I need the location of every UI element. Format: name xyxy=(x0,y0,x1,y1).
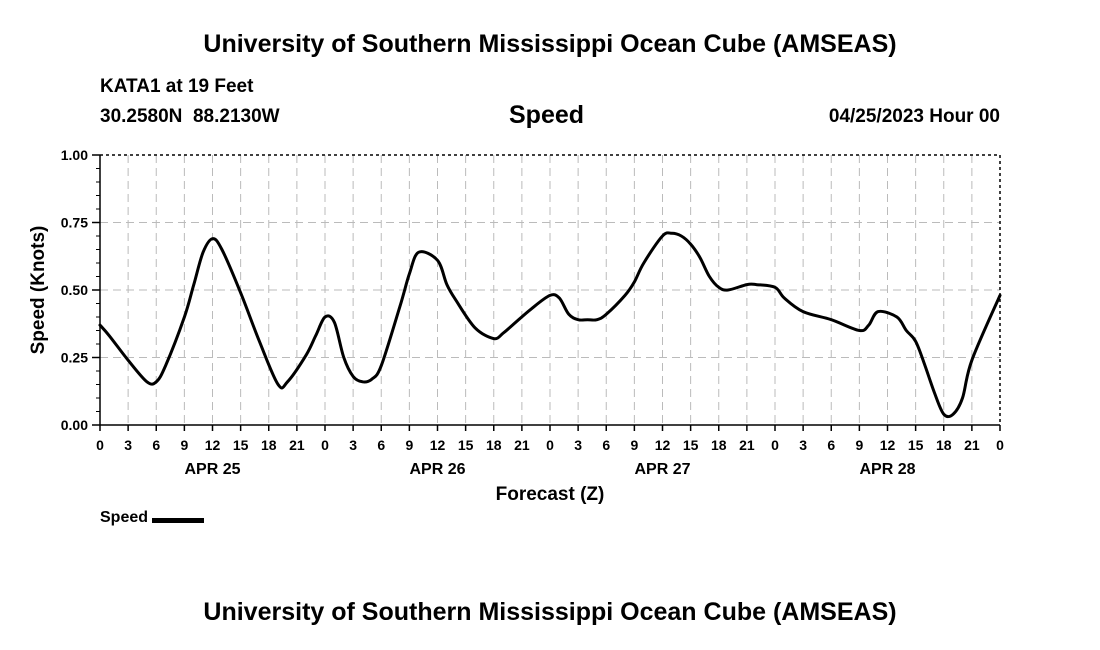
x-tick-label: 21 xyxy=(739,437,755,453)
x-tick-label: 0 xyxy=(996,437,1004,453)
x-tick-label: 21 xyxy=(514,437,530,453)
x-tick-label: 6 xyxy=(152,437,160,453)
x-tick-label: 3 xyxy=(799,437,807,453)
day-label: APR 28 xyxy=(859,461,915,478)
x-tick-label: 0 xyxy=(96,437,104,453)
x-tick-label: 15 xyxy=(908,437,924,453)
x-tick-label: 18 xyxy=(711,437,727,453)
x-tick-label: 12 xyxy=(205,437,221,453)
x-tick-label: 3 xyxy=(349,437,357,453)
day-label: APR 26 xyxy=(409,461,465,478)
x-tick-label: 0 xyxy=(771,437,779,453)
x-tick-label: 3 xyxy=(574,437,582,453)
top-title: University of Southern Mississippi Ocean… xyxy=(203,30,897,58)
legend-label: Speed xyxy=(100,509,149,526)
x-tick-label: 12 xyxy=(880,437,896,453)
x-tick-label: 21 xyxy=(289,437,305,453)
x-tick-label: 18 xyxy=(936,437,952,453)
x-tick-label: 18 xyxy=(486,437,502,453)
y-tick-label: 0.75 xyxy=(61,215,88,231)
y-tick-label: 0.00 xyxy=(61,417,88,433)
legend-line-swatch xyxy=(152,517,205,523)
day-label: APR 25 xyxy=(184,461,240,478)
x-tick-label: 18 xyxy=(261,437,277,453)
x-tick-label: 15 xyxy=(683,437,699,453)
variable-title: Speed xyxy=(509,101,585,129)
y-tick-label: 0.25 xyxy=(61,350,88,366)
speed-series-line xyxy=(98,231,1002,419)
day-label: APR 27 xyxy=(634,461,690,478)
x-axis-title: Forecast (Z) xyxy=(496,484,605,505)
bottom-title: University of Southern Mississippi Ocean… xyxy=(203,598,897,626)
x-tick-label: 3 xyxy=(124,437,132,453)
x-tick-label: 0 xyxy=(546,437,554,453)
legend: Speed xyxy=(100,509,205,527)
y-axis-title: Speed (Knots) xyxy=(28,226,49,355)
x-tick-label: 9 xyxy=(405,437,413,453)
y-tick-label: 0.50 xyxy=(61,282,88,298)
x-tick-label: 15 xyxy=(458,437,474,453)
x-tick-label: 15 xyxy=(233,437,249,453)
x-tick-label: 12 xyxy=(655,437,671,453)
x-tick-label: 9 xyxy=(180,437,188,453)
x-tick-label: 9 xyxy=(630,437,638,453)
y-tick-label: 1.00 xyxy=(61,147,88,163)
x-tick-label: 9 xyxy=(855,437,863,453)
coordinates-label: 30.2580N 88.2130W xyxy=(100,106,280,127)
x-tick-label: 6 xyxy=(377,437,385,453)
x-tick-label: 21 xyxy=(964,437,980,453)
station-label: KATA1 at 19 Feet xyxy=(100,76,254,97)
x-tick-label: 6 xyxy=(827,437,835,453)
timestamp-label: 04/25/2023 Hour 00 xyxy=(828,106,1000,127)
x-tick-label: 12 xyxy=(430,437,446,453)
x-tick-label: 6 xyxy=(602,437,610,453)
x-tick-label: 0 xyxy=(321,437,329,453)
